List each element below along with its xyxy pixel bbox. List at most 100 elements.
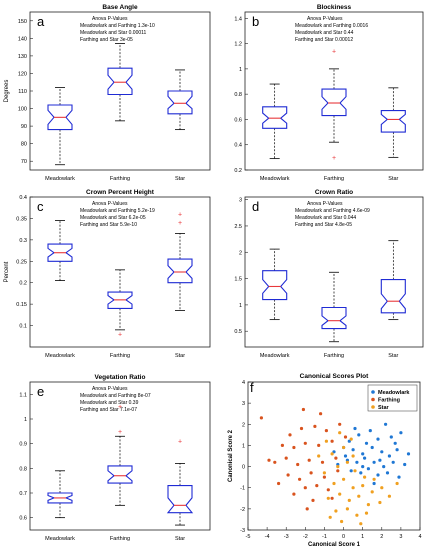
y-tick-label: 110	[18, 89, 27, 95]
scatter-point	[319, 412, 323, 416]
y-tick-label: 0.15	[16, 302, 27, 308]
scatter-point	[259, 416, 263, 420]
box-meadowlark	[262, 83, 288, 160]
scatter-point	[363, 456, 367, 460]
x-tick-label: Star	[175, 536, 185, 542]
outlier-marker: +	[178, 212, 182, 219]
scatter-point	[324, 439, 328, 443]
outlier-marker: +	[118, 332, 122, 339]
scatter-point	[322, 475, 326, 479]
legend-marker	[371, 397, 375, 402]
scatter-point	[343, 454, 348, 458]
scatter-point	[380, 450, 384, 454]
panel-title: Crown Ratio	[315, 189, 353, 196]
scatter-point	[376, 473, 380, 477]
scatter-point	[357, 433, 361, 437]
scatter-point	[355, 460, 359, 464]
x-tick-label: Farthing	[110, 353, 130, 359]
y-tick-label: 4	[242, 380, 245, 386]
x-tick-label: Star	[175, 176, 185, 182]
box-farthing: ++	[107, 404, 133, 506]
scatter-point	[384, 422, 388, 426]
x-tick-label: -5	[246, 534, 251, 540]
scatter-point	[267, 458, 271, 462]
y-tick-label: 1	[239, 67, 242, 73]
scatter-point	[336, 469, 340, 473]
x-axis-label: Canonical Score 1	[308, 542, 361, 548]
scatter-point	[364, 511, 369, 515]
scatter-point	[361, 452, 365, 456]
panel-letter: f	[250, 380, 254, 395]
scatter-point	[307, 458, 311, 462]
anova-line: Meadowlark and Farthing 5.2e-19	[80, 208, 155, 214]
notched-box	[107, 67, 133, 96]
scatter-point	[368, 429, 372, 433]
scatter-point	[315, 484, 319, 488]
box-star: ++	[167, 212, 193, 311]
y-tick-label: 1.5	[234, 277, 242, 283]
scatter-point	[317, 454, 321, 458]
x-tick-label: 0	[342, 534, 345, 540]
scatter-point	[370, 445, 374, 450]
anova-line: Meadowlark and Star 0.00011	[80, 30, 147, 36]
scatter-point	[349, 469, 353, 473]
y-tick-label: 150	[18, 19, 27, 25]
anova-line: Farthing and Star 4.8e-05	[295, 222, 352, 228]
notched-box	[166, 485, 194, 514]
scatter-point	[370, 490, 374, 494]
scatter-point	[299, 426, 304, 431]
scatter-point	[334, 456, 338, 460]
legend-label: Star	[378, 405, 390, 411]
scatter-point	[284, 456, 288, 460]
legend-frame	[367, 384, 418, 412]
x-tick-label: Meadowlark	[45, 353, 75, 359]
scatter-point	[317, 443, 321, 447]
notched-box	[167, 90, 193, 115]
anova-line: Meadowlark and Star 0.39	[80, 400, 139, 406]
y-tick-label: 0.5	[234, 329, 242, 335]
y-tick-label: 1	[24, 417, 27, 423]
scatter-point	[387, 494, 391, 498]
scatter-point	[324, 429, 328, 433]
panel-letter: e	[37, 384, 44, 399]
y-tick-label: 0.8	[234, 92, 242, 98]
y-tick-label: 0.35	[16, 216, 27, 222]
x-tick-label: 2	[380, 534, 383, 540]
y-tick-label: 0.2	[19, 281, 27, 287]
y-axis-label: Canonical Score 2	[228, 429, 234, 482]
outlier-marker: +	[332, 155, 336, 162]
scatter-point	[399, 431, 403, 435]
anova-line: Farthing and Star 0.00012	[295, 37, 353, 43]
x-tick-label: 4	[418, 534, 421, 540]
scatter-point	[298, 477, 302, 481]
panel-f: Canonical Scores Plot -5 -4 -3 -2 -1 0 1 2 3 4 -3 -2…	[228, 373, 422, 548]
box-farthing	[107, 43, 133, 122]
scatter-point	[305, 507, 309, 511]
y-tick-label: 0	[242, 465, 245, 471]
notched-box	[321, 88, 347, 117]
y-tick-label: 70	[21, 159, 27, 165]
legend-label: Meadowlark	[378, 390, 410, 396]
scatter-point	[277, 481, 281, 486]
y-tick-label: 0.8	[19, 466, 27, 472]
anova-line: Anova P-Values	[92, 386, 128, 392]
scatter-point	[332, 481, 336, 486]
y-tick-label: 0.2	[234, 168, 242, 174]
scatter-point	[288, 433, 292, 437]
scatter-point	[357, 494, 361, 498]
scatter-point	[349, 437, 353, 441]
y-tick-label: -1	[240, 486, 245, 492]
scatter-point	[347, 498, 351, 502]
box-star: +	[166, 439, 194, 526]
y-tick-label: 0.4	[19, 195, 27, 201]
panel-c: Crown Percent Height 0.1 0.15 0.2 0.25 0.3 0.3…	[4, 189, 211, 359]
scatter-point	[347, 439, 351, 443]
x-tick-label: -4	[265, 534, 270, 540]
scatter-point	[330, 452, 334, 456]
notched-box	[107, 465, 133, 484]
scatter-point	[313, 424, 317, 428]
scatter-point	[338, 422, 342, 426]
scatter-point	[338, 492, 342, 496]
